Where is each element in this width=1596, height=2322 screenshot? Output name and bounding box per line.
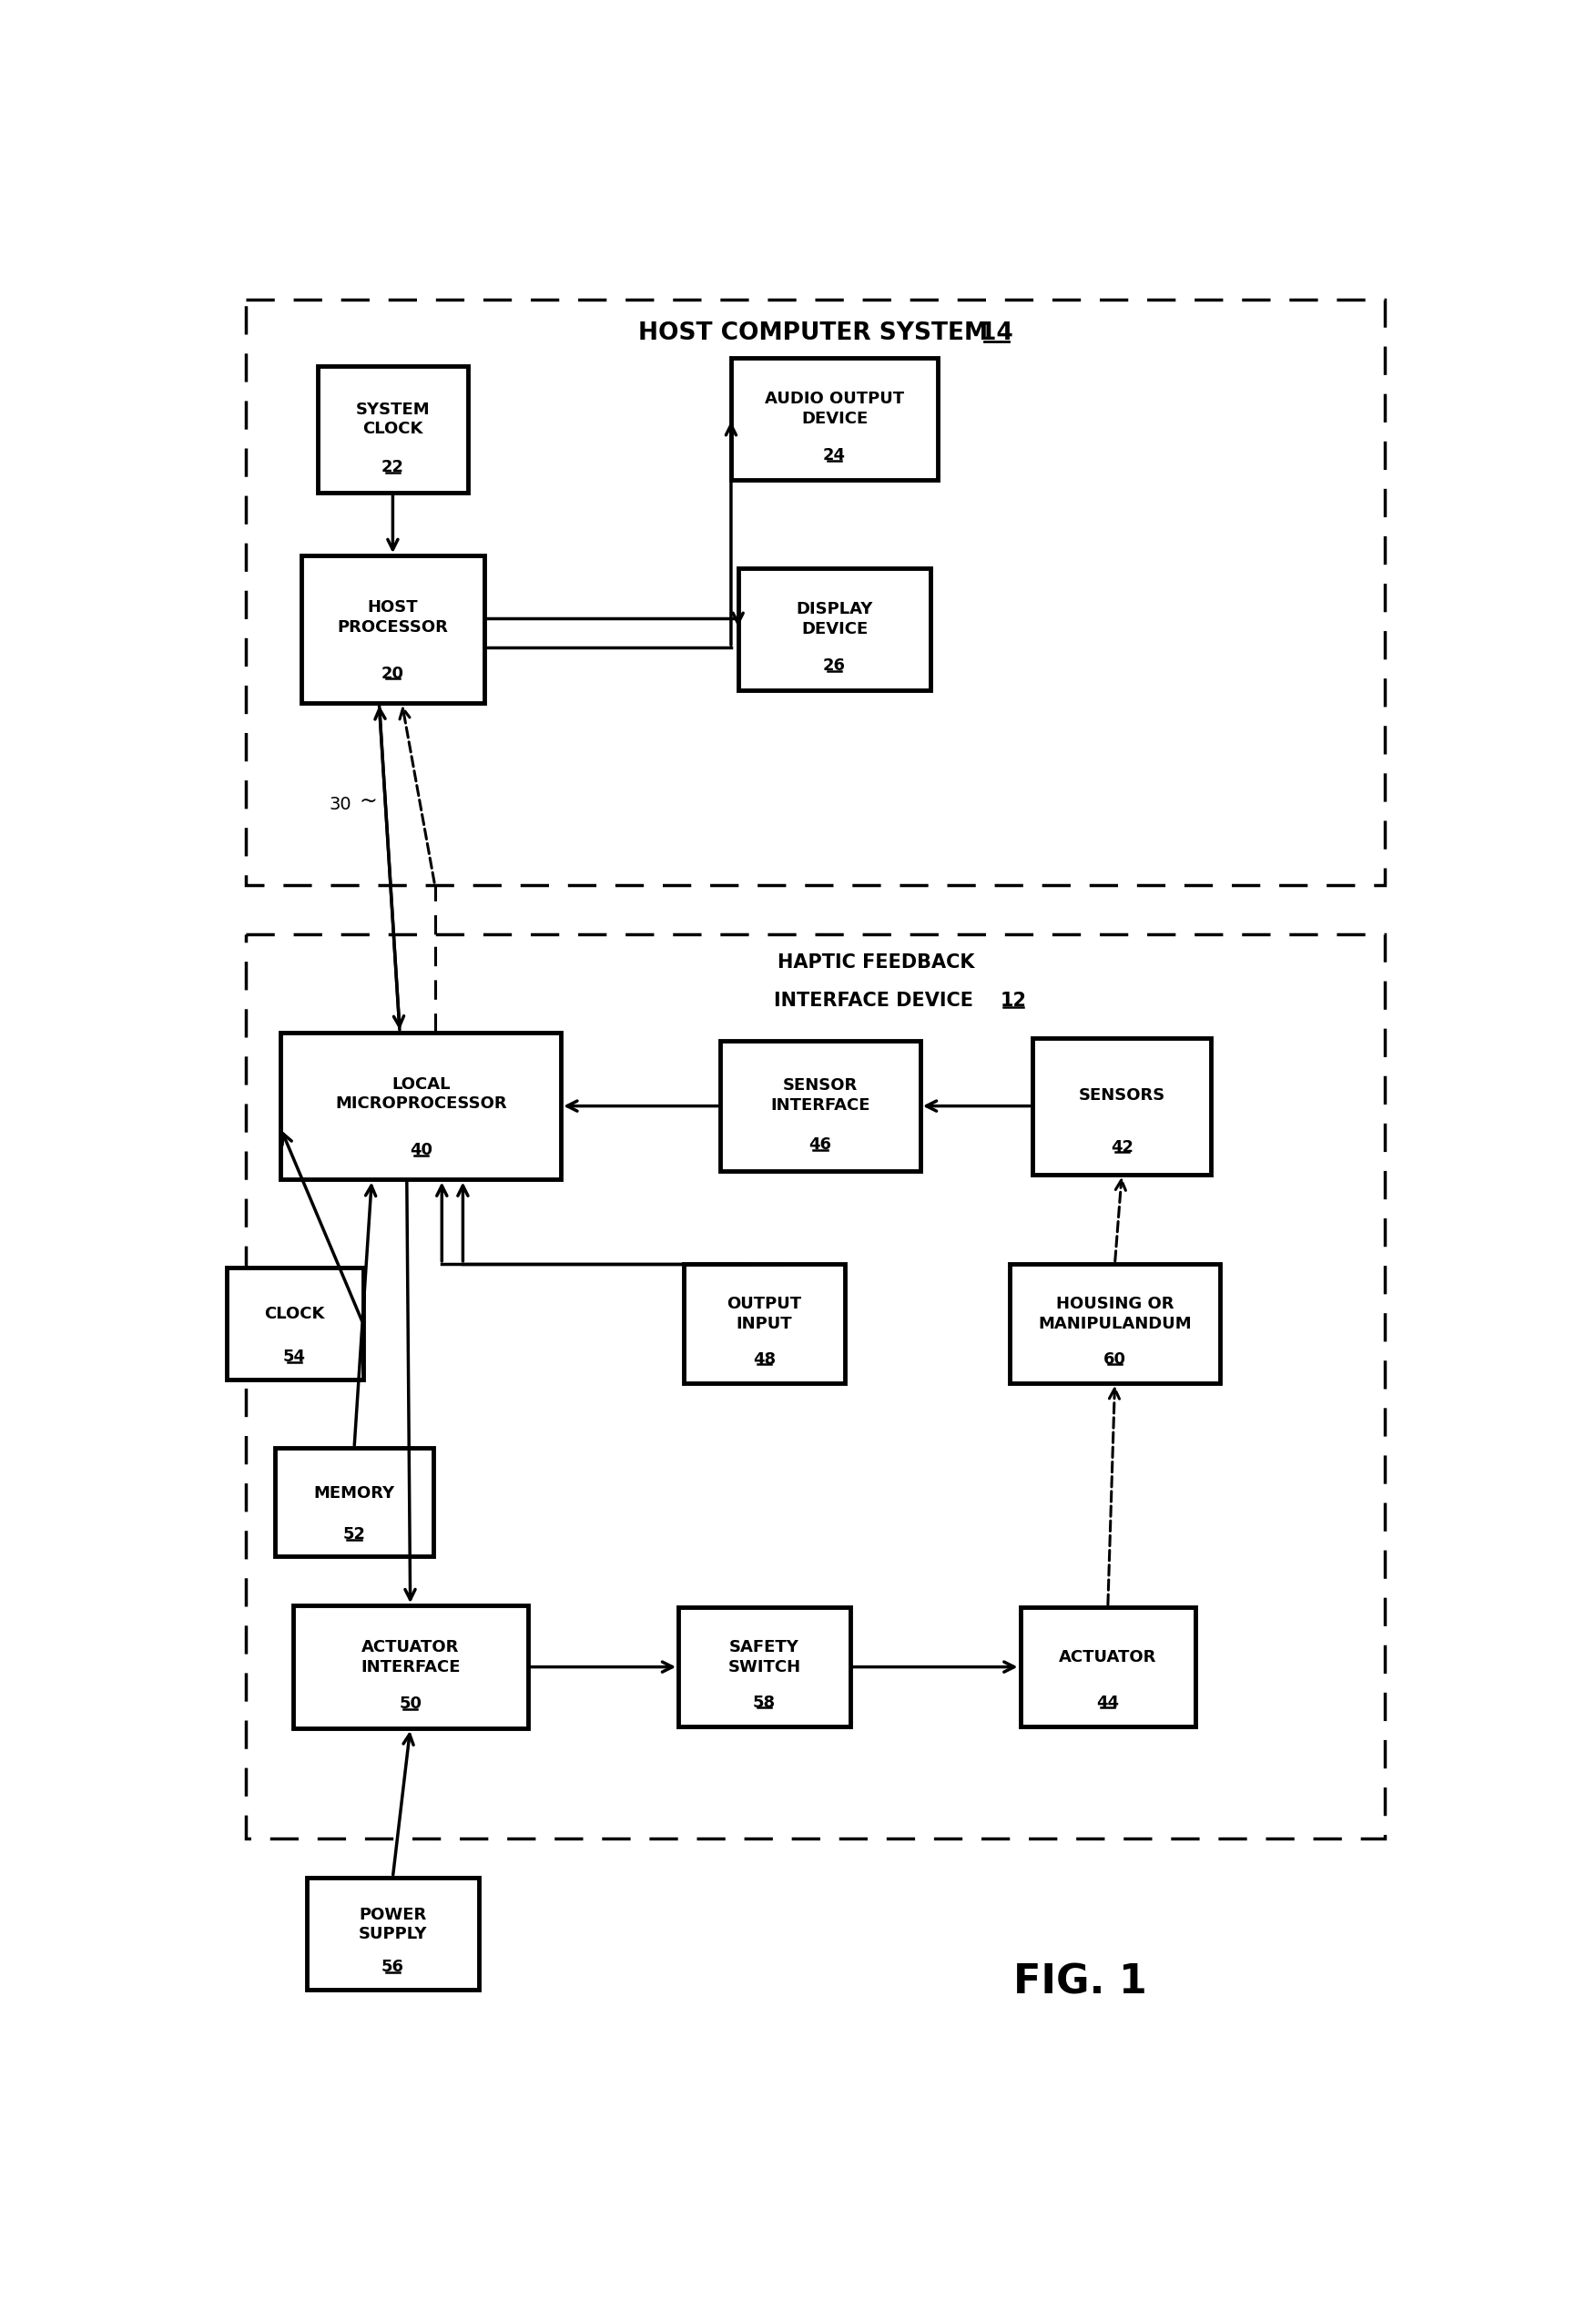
Text: 24: 24: [824, 448, 846, 464]
Text: SENSOR
INTERFACE: SENSOR INTERFACE: [771, 1077, 870, 1115]
Text: 26: 26: [824, 657, 846, 673]
Bar: [683, 1263, 844, 1384]
Bar: [720, 1040, 921, 1170]
Text: 40: 40: [410, 1142, 433, 1159]
Text: 58: 58: [753, 1695, 776, 1711]
Text: DISPLAY
DEVICE: DISPLAY DEVICE: [796, 601, 873, 636]
Text: 48: 48: [753, 1351, 776, 1368]
Text: MEMORY: MEMORY: [314, 1486, 394, 1502]
Bar: [731, 358, 938, 481]
Text: SENSORS: SENSORS: [1079, 1087, 1165, 1103]
Text: 52: 52: [343, 1526, 365, 1542]
Text: HOUSING OR
MANIPULANDUM: HOUSING OR MANIPULANDUM: [1037, 1296, 1192, 1333]
Bar: [1010, 1263, 1219, 1384]
Text: 60: 60: [1103, 1351, 1127, 1368]
Bar: [276, 1449, 433, 1556]
Text: OUTPUT
INPUT: OUTPUT INPUT: [726, 1296, 801, 1333]
Text: 42: 42: [1111, 1138, 1133, 1156]
Bar: [1020, 1607, 1195, 1728]
Bar: [318, 367, 468, 492]
Bar: [306, 1876, 479, 1990]
Text: 12: 12: [1001, 991, 1026, 1010]
Bar: [281, 1033, 562, 1180]
Text: HAPTIC FEEDBACK: HAPTIC FEEDBACK: [777, 952, 975, 971]
Text: ~: ~: [359, 789, 377, 813]
Text: POWER
SUPPLY: POWER SUPPLY: [359, 1906, 428, 1944]
Bar: [737, 569, 930, 690]
Text: 46: 46: [809, 1138, 832, 1154]
Text: 50: 50: [399, 1695, 421, 1711]
Text: SYSTEM
CLOCK: SYSTEM CLOCK: [356, 402, 429, 437]
Text: 22: 22: [381, 460, 404, 476]
Text: HOST
PROCESSOR: HOST PROCESSOR: [337, 599, 448, 636]
Text: 44: 44: [1096, 1695, 1119, 1711]
Text: ACTUATOR: ACTUATOR: [1060, 1649, 1157, 1665]
Bar: [246, 300, 1385, 885]
Text: INTERFACE DEVICE: INTERFACE DEVICE: [774, 991, 980, 1010]
Text: SAFETY
SWITCH: SAFETY SWITCH: [728, 1639, 801, 1676]
Bar: [1033, 1038, 1211, 1175]
Bar: [246, 933, 1385, 1839]
Bar: [678, 1607, 851, 1728]
Text: AUDIO OUTPUT
DEVICE: AUDIO OUTPUT DEVICE: [764, 390, 903, 427]
Text: 54: 54: [282, 1349, 306, 1365]
Text: 14: 14: [980, 320, 1013, 346]
Bar: [294, 1605, 528, 1728]
Text: ACTUATOR
INTERFACE: ACTUATOR INTERFACE: [361, 1639, 460, 1674]
Text: 30: 30: [329, 796, 351, 813]
Text: 20: 20: [381, 664, 404, 683]
Bar: [302, 555, 484, 704]
Text: LOCAL
MICROPROCESSOR: LOCAL MICROPROCESSOR: [335, 1075, 506, 1112]
Text: CLOCK: CLOCK: [265, 1307, 326, 1324]
Text: HOST COMPUTER SYSTEM: HOST COMPUTER SYSTEM: [638, 320, 996, 346]
Bar: [227, 1268, 362, 1379]
Text: 56: 56: [381, 1960, 404, 1976]
Text: FIG. 1: FIG. 1: [1013, 1962, 1146, 2002]
